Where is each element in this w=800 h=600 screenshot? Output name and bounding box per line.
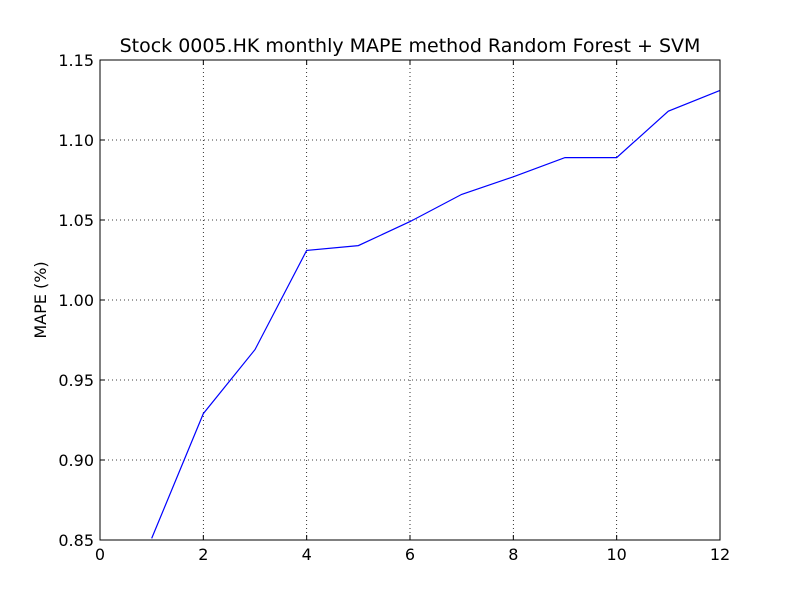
y-tick-label: 1.15 — [58, 51, 94, 70]
series-line-0 — [151, 89, 721, 539]
x-tick-label: 0 — [95, 545, 105, 564]
y-tick-label: 0.85 — [58, 531, 94, 550]
y-tick-label: 0.90 — [58, 451, 94, 470]
x-tick-label: 12 — [710, 545, 730, 564]
y-tick-label: 1.00 — [58, 291, 94, 310]
grid — [100, 60, 720, 540]
y-tick-label: 0.95 — [58, 371, 94, 390]
x-tick-label: 8 — [508, 545, 518, 564]
y-axis-label: MAPE (%) — [31, 261, 50, 338]
x-tick-label: 10 — [606, 545, 626, 564]
y-tick-label: 1.10 — [58, 131, 94, 150]
ticks: 0 2 4 6 8 10 12 0.85 0.90 0.95 1.00 1.05 1.10 1.15 — [58, 51, 730, 564]
x-tick-label: 4 — [302, 545, 312, 564]
x-tick-label: 2 — [198, 545, 208, 564]
x-tick-label: 6 — [405, 545, 415, 564]
series-layer — [151, 89, 721, 539]
y-tick-label: 1.05 — [58, 211, 94, 230]
chart-title: Stock 0005.HK monthly MAPE method Random… — [120, 35, 701, 57]
